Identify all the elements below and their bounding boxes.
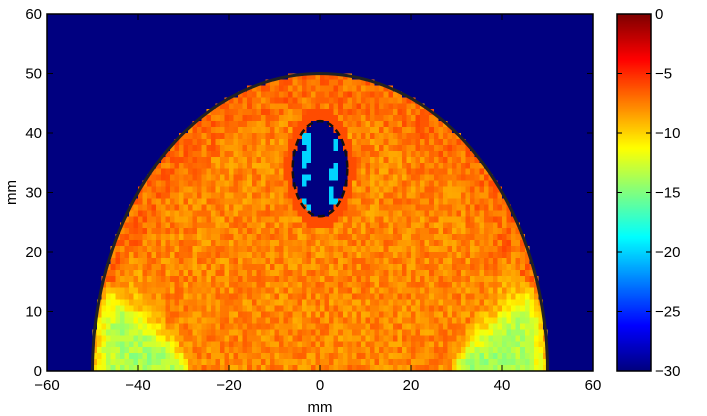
outer-boundary-curve <box>91 71 549 372</box>
y-tick-label: 0 <box>34 363 42 380</box>
colorbar-tick-label: −15 <box>655 185 680 202</box>
colorbar-tick-label: −20 <box>655 244 680 261</box>
colorbar-tick-label: −30 <box>655 363 680 380</box>
y-tick-label: 20 <box>25 244 42 261</box>
colorbar-tick-label: 0 <box>655 6 663 23</box>
x-axis-label: mm <box>308 399 333 416</box>
y-axis: 0 10 20 30 40 50 60 <box>25 6 593 380</box>
colorbar-ticks: 0 −5 −10 −15 −20 −25 −30 <box>617 6 680 380</box>
y-tick-label: 50 <box>25 66 42 83</box>
plot-area <box>46 13 594 372</box>
y-tick-label: 60 <box>25 6 42 23</box>
x-tick-label: 40 <box>494 377 511 394</box>
x-tick-label: −60 <box>34 377 59 394</box>
x-tick-label: 60 <box>585 377 602 394</box>
x-tick-label: −40 <box>125 377 150 394</box>
colorbar-gradient <box>617 14 651 371</box>
x-tick-label: −20 <box>216 377 241 394</box>
x-axis: −60 −40 −20 0 20 40 60 <box>34 14 601 394</box>
inclusion-outline <box>291 119 349 218</box>
colorbar-tick-label: −25 <box>655 304 680 321</box>
colorbar: 0 −5 −10 −15 −20 −25 −30 <box>616 6 680 380</box>
colorbar-tick-label: −5 <box>655 66 672 83</box>
y-tick-label: 10 <box>25 304 42 321</box>
y-tick-label: 30 <box>25 185 42 202</box>
y-axis-label: mm <box>3 180 20 205</box>
y-tick-label: 40 <box>25 125 42 142</box>
x-tick-label: 0 <box>316 377 324 394</box>
colorbar-tick-label: −10 <box>655 125 680 142</box>
field-heatmap <box>47 14 593 371</box>
x-tick-label: 20 <box>403 377 420 394</box>
